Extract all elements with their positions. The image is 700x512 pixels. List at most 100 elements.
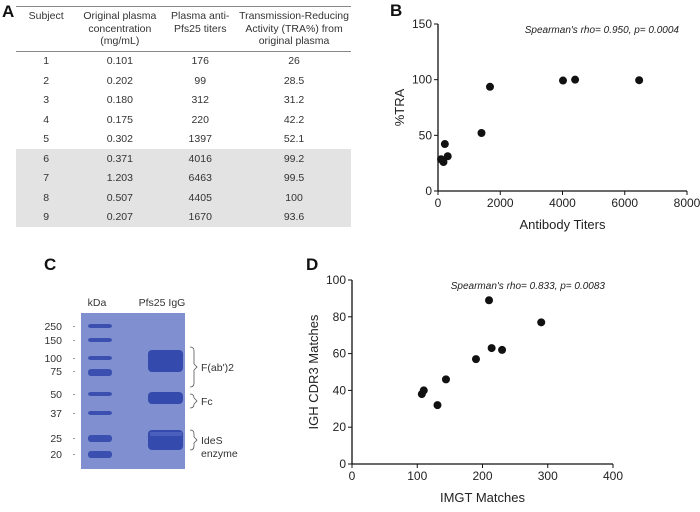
band-annotation: IdeS (201, 435, 223, 447)
data-point (433, 401, 442, 410)
header-tra: Transmission-Reducing Activity (TRA%) fr… (237, 6, 351, 52)
table-cell: 0.302 (106, 133, 133, 146)
sample-band (148, 350, 183, 372)
ladder-band (88, 392, 112, 396)
table-row: 8 0.507 4405 100 (16, 188, 351, 208)
x-tick-label: 0 (435, 196, 442, 210)
table-cell: 176 (191, 55, 209, 68)
y-tick-label: 20 (333, 420, 347, 434)
y-tick-label: 60 (333, 347, 347, 361)
table-row: 3 0.180 312 31.2 (16, 91, 351, 111)
marker-tick (73, 394, 75, 395)
data-point (477, 128, 486, 137)
ladder-band (88, 338, 112, 342)
header-titers: Plasma anti-Pfs25 titers (163, 6, 238, 52)
marker-label: 75 (50, 366, 62, 378)
x-tick-label: 0 (349, 469, 356, 483)
table-cell: 99.5 (237, 168, 351, 188)
y-axis-title: IGH CDR3 Matches (306, 314, 321, 429)
band-annotation-line2: enzyme (201, 448, 238, 460)
x-tick-label: 8000 (674, 196, 700, 210)
table-header: Subject Original plasma concentration (m… (16, 6, 351, 52)
band-annotation: F(ab')2 (201, 362, 234, 374)
panel-label-c: C (44, 255, 57, 274)
data-point (419, 386, 428, 395)
table-cell: 0.371 (76, 149, 164, 169)
table-cell: 1397 (188, 133, 212, 146)
table-cell: 28.5 (283, 74, 305, 87)
table-cell: 99 (194, 74, 207, 87)
marker-tick (73, 413, 75, 414)
data-point (558, 76, 567, 85)
table-cell: 52.1 (283, 133, 305, 146)
panel-label-b: B (390, 1, 403, 20)
x-tick-label: 4000 (549, 196, 576, 210)
table-row: 4 0.175 220 42.2 (16, 110, 351, 130)
table-cell: 0.180 (106, 94, 133, 107)
y-tick-label: 80 (333, 310, 347, 324)
marker-label: 100 (44, 353, 62, 365)
table-cell: 4405 (163, 188, 238, 208)
marker-tick (73, 438, 75, 439)
table-row: 1 0.101 176 26 (16, 51, 351, 71)
table-cell: 0.207 (76, 207, 164, 227)
header-subject: Subject (16, 6, 77, 52)
band-annotation: Fc (201, 396, 213, 408)
table-cell: 0.175 (106, 113, 133, 126)
table-cell: 4016 (163, 149, 238, 169)
bracket-icon (189, 429, 198, 451)
table-cell: 1670 (163, 207, 238, 227)
panel-label-d: D (306, 255, 319, 274)
y-axis-title: %TRA (392, 88, 407, 126)
y-tick-label: 40 (333, 383, 347, 397)
data-point (498, 345, 507, 354)
data-point (485, 82, 494, 91)
table-cell: 4 (43, 113, 50, 126)
table-cell: 99.2 (237, 149, 351, 169)
data-point (635, 76, 644, 85)
table-cell: 1 (43, 55, 50, 68)
data-point (471, 355, 480, 364)
ladder-band (88, 369, 112, 376)
y-tick-label: 150 (412, 17, 432, 31)
x-tick-label: 100 (407, 469, 427, 483)
marker-label: 25 (50, 433, 62, 445)
marker-tick (73, 358, 75, 359)
table-row: 6 0.371 4016 99.2 (16, 149, 351, 169)
table-cell: 93.6 (237, 207, 351, 227)
table-cell: 312 (191, 94, 209, 107)
marker-tick (73, 454, 75, 455)
marker-tick (73, 326, 75, 327)
table-cell: 220 (191, 113, 209, 126)
marker-label: 37 (50, 408, 62, 420)
table-cell: 7 (16, 168, 77, 188)
sample-band (148, 392, 183, 404)
y-tick-label: 0 (339, 457, 346, 471)
ladder-band (88, 411, 112, 415)
marker-label: 50 (50, 389, 62, 401)
spearman-annotation: Spearman's rho= 0.833, p= 0.0083 (451, 281, 606, 292)
x-tick-label: 300 (538, 469, 558, 483)
x-tick-label: 2000 (487, 196, 514, 210)
marker-label: 20 (50, 449, 62, 461)
table-row: 5 0.302 1397 52.1 (16, 130, 351, 150)
table-cell: 9 (16, 207, 77, 227)
data-point (487, 344, 496, 353)
lane-label-igg: Pfs25 IgG (139, 297, 186, 309)
table-cell: 42.2 (283, 113, 305, 126)
marker-tick (73, 371, 75, 372)
table-cell: 1.203 (76, 168, 164, 188)
table-row: 7 1.203 6463 99.5 (16, 168, 351, 188)
header-concentration: Original plasma concentration (mg/mL) (76, 6, 164, 52)
lane-label-kda: kDa (88, 297, 107, 309)
subject-table: Subject Original plasma concentration (m… (16, 6, 351, 227)
table-cell: 0.101 (106, 55, 133, 68)
ladder-band (88, 324, 112, 328)
y-tick-label: 100 (326, 273, 346, 287)
ladder-band (88, 356, 112, 360)
table-cell: 3 (43, 94, 50, 107)
x-axis-title: IMGT Matches (440, 490, 526, 505)
x-axis-title: Antibody Titers (520, 217, 606, 232)
table-cell: 26 (288, 55, 300, 68)
